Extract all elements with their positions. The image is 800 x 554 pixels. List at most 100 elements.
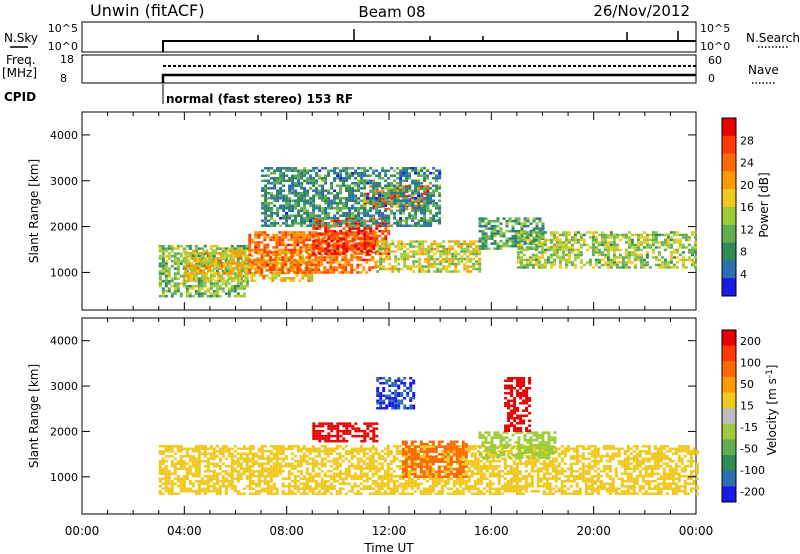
power-cell	[603, 243, 607, 247]
velocity-cell	[239, 475, 243, 478]
velocity-cell	[236, 492, 240, 495]
power-cell	[324, 222, 328, 225]
velocity-cell	[425, 470, 429, 473]
power-cell	[669, 258, 673, 262]
power-cell	[442, 250, 446, 253]
power-cell	[321, 189, 325, 192]
power-cell	[357, 232, 361, 235]
velocity-cell	[230, 460, 234, 463]
power-cell	[396, 202, 400, 205]
power-cell	[399, 207, 403, 210]
power-cell	[612, 258, 616, 262]
power-cell	[408, 189, 412, 192]
power-cell	[368, 238, 372, 242]
power-cell	[693, 246, 697, 249]
power-cell	[366, 174, 370, 177]
power-cell	[487, 234, 491, 238]
velocity-cell	[290, 462, 294, 465]
power-cell	[618, 261, 622, 264]
power-cell	[382, 245, 386, 248]
velocity-cell	[443, 480, 447, 483]
power-cell	[318, 247, 322, 250]
power-cell	[630, 243, 634, 247]
velocity-cell	[182, 447, 186, 450]
power-cell	[176, 247, 180, 250]
power-cell	[426, 185, 430, 188]
power-cell	[211, 274, 215, 277]
power-cell	[378, 224, 382, 228]
power-cell	[293, 246, 297, 249]
velocity-cell	[398, 450, 402, 453]
power-cell	[357, 229, 361, 233]
power-cell	[594, 248, 598, 252]
power-cell	[381, 204, 385, 207]
power-cell	[339, 222, 343, 225]
freq-label-2: [MHz]	[2, 66, 37, 80]
power-cell	[475, 252, 479, 256]
power-colorbar-swatch	[722, 189, 736, 208]
velocity-cell	[296, 460, 300, 463]
velocity-cell	[380, 467, 384, 470]
power-cell	[645, 263, 649, 267]
power-cell	[279, 182, 283, 185]
power-cell	[636, 241, 640, 244]
power-cell	[408, 167, 412, 170]
power-cell	[357, 227, 361, 230]
power-cell	[376, 240, 380, 243]
velocity-cell	[374, 452, 378, 455]
power-cell	[648, 233, 652, 237]
velocity-cell	[185, 490, 189, 493]
power-cell	[267, 214, 271, 217]
power-cell	[463, 242, 467, 246]
power-cell	[283, 279, 287, 282]
power-cell	[570, 243, 574, 247]
power-cell	[190, 269, 194, 272]
power-cell	[350, 256, 354, 259]
power-cell	[342, 212, 346, 215]
power-cell	[229, 249, 233, 252]
power-cell	[299, 251, 303, 254]
power-cell	[251, 248, 255, 252]
velocity-cell	[314, 487, 318, 490]
power-cell	[226, 272, 230, 275]
power-cell	[366, 219, 370, 223]
power-cell	[564, 246, 568, 249]
power-cell	[529, 229, 533, 233]
velocity-cell	[389, 487, 393, 490]
velocity-cell	[350, 455, 354, 458]
velocity-cell	[332, 447, 336, 450]
power-cell	[387, 252, 391, 255]
power-cell	[388, 250, 392, 253]
power-cell	[378, 204, 382, 207]
power-cell	[525, 248, 529, 252]
velocity-cell	[425, 480, 429, 483]
power-cell	[579, 243, 583, 247]
power-cell	[360, 187, 364, 190]
power-cell	[167, 247, 171, 250]
power-cell	[573, 263, 577, 267]
power-cell	[374, 231, 378, 234]
power-cell	[164, 272, 168, 275]
velocity-cell	[290, 447, 294, 450]
power-cell	[378, 192, 382, 195]
power-cell	[215, 244, 219, 248]
power-cell	[519, 266, 523, 269]
power-cell	[678, 238, 682, 242]
power-cell	[378, 209, 382, 212]
power-cell	[439, 267, 443, 271]
velocity-cell	[323, 465, 327, 468]
power-cell	[227, 287, 231, 290]
power-cell	[229, 252, 233, 255]
power-cell	[200, 274, 204, 278]
power-cell	[257, 271, 261, 274]
power-cell	[290, 261, 294, 264]
power-cell	[666, 246, 670, 249]
velocity-cell	[290, 472, 294, 475]
power-cell	[384, 227, 388, 230]
power-cell	[363, 214, 367, 217]
power-cell	[435, 214, 439, 217]
power-cell	[678, 246, 682, 249]
power-cell	[369, 197, 373, 200]
velocity-cell	[368, 450, 372, 453]
power-cell	[263, 238, 267, 242]
